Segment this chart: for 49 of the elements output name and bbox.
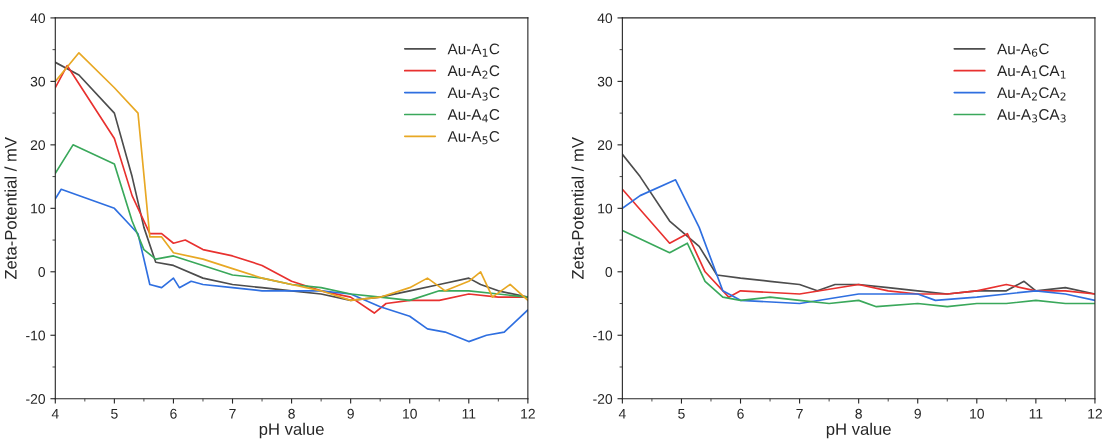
y-tick-label: 0 — [38, 267, 46, 277]
y-tick-label: -20 — [26, 394, 46, 404]
y-tick-label: -10 — [26, 330, 46, 341]
x-tick-label: 10 — [970, 408, 984, 419]
legend-label: Au-A$_{2}$C — [447, 65, 500, 79]
y-tick-label: 40 — [30, 13, 46, 24]
line-series — [622, 153, 1095, 295]
legend-label: Au-A$_{3}$C — [447, 87, 500, 101]
x-tick-label: 8 — [855, 408, 862, 419]
y-tick-label: 20 — [597, 140, 613, 151]
line-series — [55, 188, 528, 343]
x-tick-label: 11 — [1029, 408, 1043, 419]
y-tick-label: 30 — [30, 76, 46, 87]
x-tick-label: 12 — [1088, 408, 1102, 419]
x-tick-label: 9 — [914, 408, 921, 419]
legend-label: Au-A$_{5}$C — [447, 130, 500, 145]
legend-label: Au-A$_{6}$C — [997, 43, 1049, 57]
y-tick-label: 30 — [597, 76, 613, 87]
y-axis-title: Zeta-Potential / mV — [571, 137, 584, 280]
y-tick-label: -10 — [593, 330, 613, 341]
x-tick-label: 5 — [678, 408, 685, 419]
x-tick-label: 9 — [347, 408, 354, 419]
y-tick-label: 40 — [597, 13, 613, 24]
x-tick-label: 11 — [462, 408, 476, 419]
x-tick-label: 7 — [229, 408, 236, 419]
y-tick-label: 20 — [30, 140, 46, 151]
x-axis-title: pH value — [826, 422, 891, 439]
line-series — [622, 229, 1095, 308]
x-tick-label: 4 — [51, 408, 59, 419]
x-axis-title: pH value — [259, 422, 324, 439]
legend-label: Au-A$_{3}$CA$_{3}$ — [997, 109, 1066, 123]
x-tick-label: 8 — [288, 408, 295, 419]
legend-label: Au-A$_{1}$CA$_{1}$ — [997, 65, 1066, 79]
x-tick-label: 12 — [521, 408, 535, 419]
x-tick-label: 5 — [111, 408, 118, 419]
y-tick-label: 10 — [598, 203, 613, 214]
legend-label: Au-A$_{1}$C — [447, 43, 500, 57]
y-axis-title: Zeta-Potential / mV — [4, 137, 17, 280]
x-tick-label: 10 — [403, 408, 417, 419]
y-tick-label: 0 — [605, 267, 613, 277]
legend-label: Au-A$_{4}$C — [447, 109, 500, 123]
x-tick-label: 6 — [170, 408, 177, 419]
x-tick-label: 4 — [618, 408, 626, 419]
x-tick-label: 6 — [737, 408, 744, 419]
y-tick-label: -20 — [593, 394, 613, 404]
legend-label: Au-A$_{2}$CA$_{2}$ — [997, 87, 1066, 101]
line-series — [55, 144, 528, 302]
y-tick-label: 10 — [31, 203, 46, 214]
x-tick-label: 7 — [796, 408, 803, 419]
